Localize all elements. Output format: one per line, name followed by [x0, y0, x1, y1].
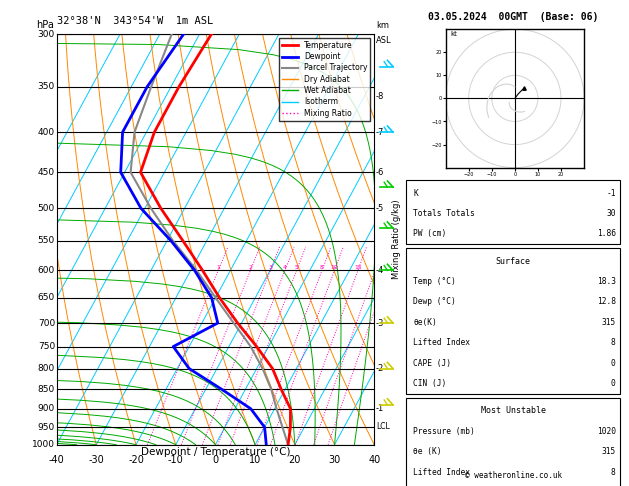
Text: 32°38'N  343°54'W  1m ASL: 32°38'N 343°54'W 1m ASL [57, 16, 213, 26]
Text: -10: -10 [168, 455, 184, 465]
Text: 2: 2 [248, 265, 252, 270]
Text: © weatheronline.co.uk: © weatheronline.co.uk [465, 471, 562, 480]
Text: 10: 10 [249, 455, 261, 465]
Text: -30: -30 [89, 455, 104, 465]
Text: 450: 450 [38, 168, 55, 177]
Text: 900: 900 [38, 404, 55, 413]
Text: -2: -2 [376, 364, 384, 373]
Text: θe(K): θe(K) [413, 318, 437, 327]
Legend: Temperature, Dewpoint, Parcel Trajectory, Dry Adiabat, Wet Adiabat, Isotherm, Mi: Temperature, Dewpoint, Parcel Trajectory… [279, 38, 370, 121]
Text: 550: 550 [38, 236, 55, 245]
Text: 650: 650 [38, 293, 55, 302]
Text: 3: 3 [269, 265, 272, 270]
Text: 0: 0 [213, 455, 218, 465]
Text: -3: -3 [376, 318, 384, 328]
Text: 950: 950 [38, 423, 55, 432]
Text: ASL: ASL [376, 36, 391, 45]
Bar [406, 248, 620, 394]
Text: LCL: LCL [376, 422, 389, 431]
Text: 15: 15 [354, 265, 362, 270]
Text: 1.86: 1.86 [597, 229, 616, 239]
Text: 300: 300 [38, 30, 55, 38]
Text: -4: -4 [376, 266, 384, 275]
Text: 700: 700 [38, 318, 55, 328]
Text: 40: 40 [368, 455, 381, 465]
X-axis label: Dewpoint / Temperature (°C): Dewpoint / Temperature (°C) [141, 448, 290, 457]
Text: hPa: hPa [36, 20, 54, 30]
Text: Surface: Surface [496, 257, 531, 266]
Text: -6: -6 [376, 168, 384, 177]
Text: Dewp (°C): Dewp (°C) [413, 297, 456, 307]
Text: 315: 315 [601, 447, 616, 456]
Text: 1020: 1020 [597, 427, 616, 436]
Text: 0: 0 [611, 359, 616, 368]
Text: 1: 1 [216, 265, 220, 270]
Text: K: K [413, 189, 418, 198]
Text: Temp (°C): Temp (°C) [413, 277, 456, 286]
Text: -5: -5 [376, 204, 384, 213]
Text: -1: -1 [376, 404, 384, 413]
Text: 350: 350 [38, 82, 55, 91]
Text: 0: 0 [611, 379, 616, 388]
Text: kt: kt [450, 31, 457, 37]
Text: Mixing Ratio (g/kg): Mixing Ratio (g/kg) [392, 200, 401, 279]
Text: CIN (J): CIN (J) [413, 379, 447, 388]
Text: -8: -8 [376, 92, 384, 101]
Text: 500: 500 [38, 204, 55, 213]
Text: 800: 800 [38, 364, 55, 373]
Text: 30: 30 [606, 209, 616, 218]
Text: 8: 8 [611, 468, 616, 477]
Text: CAPE (J): CAPE (J) [413, 359, 451, 368]
Text: -20: -20 [128, 455, 144, 465]
Text: 315: 315 [601, 318, 616, 327]
Text: 750: 750 [38, 342, 55, 351]
Text: 4: 4 [283, 265, 287, 270]
Text: 10: 10 [331, 265, 338, 270]
Text: Pressure (mb): Pressure (mb) [413, 427, 475, 436]
Bar [406, 180, 620, 244]
Text: θe (K): θe (K) [413, 447, 442, 456]
Text: 5: 5 [294, 265, 299, 270]
Text: 8: 8 [611, 338, 616, 347]
Text: 600: 600 [38, 266, 55, 275]
Text: Lifted Index: Lifted Index [413, 338, 470, 347]
Text: 18.3: 18.3 [597, 277, 616, 286]
Text: 20: 20 [289, 455, 301, 465]
Text: -40: -40 [48, 455, 65, 465]
Bar [406, 398, 620, 486]
Text: -1: -1 [606, 189, 616, 198]
Text: Most Unstable: Most Unstable [481, 406, 546, 416]
Text: 03.05.2024  00GMT  (Base: 06): 03.05.2024 00GMT (Base: 06) [428, 12, 598, 22]
Text: 8: 8 [320, 265, 324, 270]
Text: Totals Totals: Totals Totals [413, 209, 475, 218]
Text: -7: -7 [376, 128, 384, 137]
Text: 400: 400 [38, 128, 55, 137]
Text: 30: 30 [328, 455, 341, 465]
Text: Lifted Index: Lifted Index [413, 468, 470, 477]
Text: PW (cm): PW (cm) [413, 229, 447, 239]
Text: 850: 850 [38, 385, 55, 394]
Text: 12.8: 12.8 [597, 297, 616, 307]
Text: 1000: 1000 [32, 440, 55, 449]
Text: km: km [376, 21, 389, 30]
